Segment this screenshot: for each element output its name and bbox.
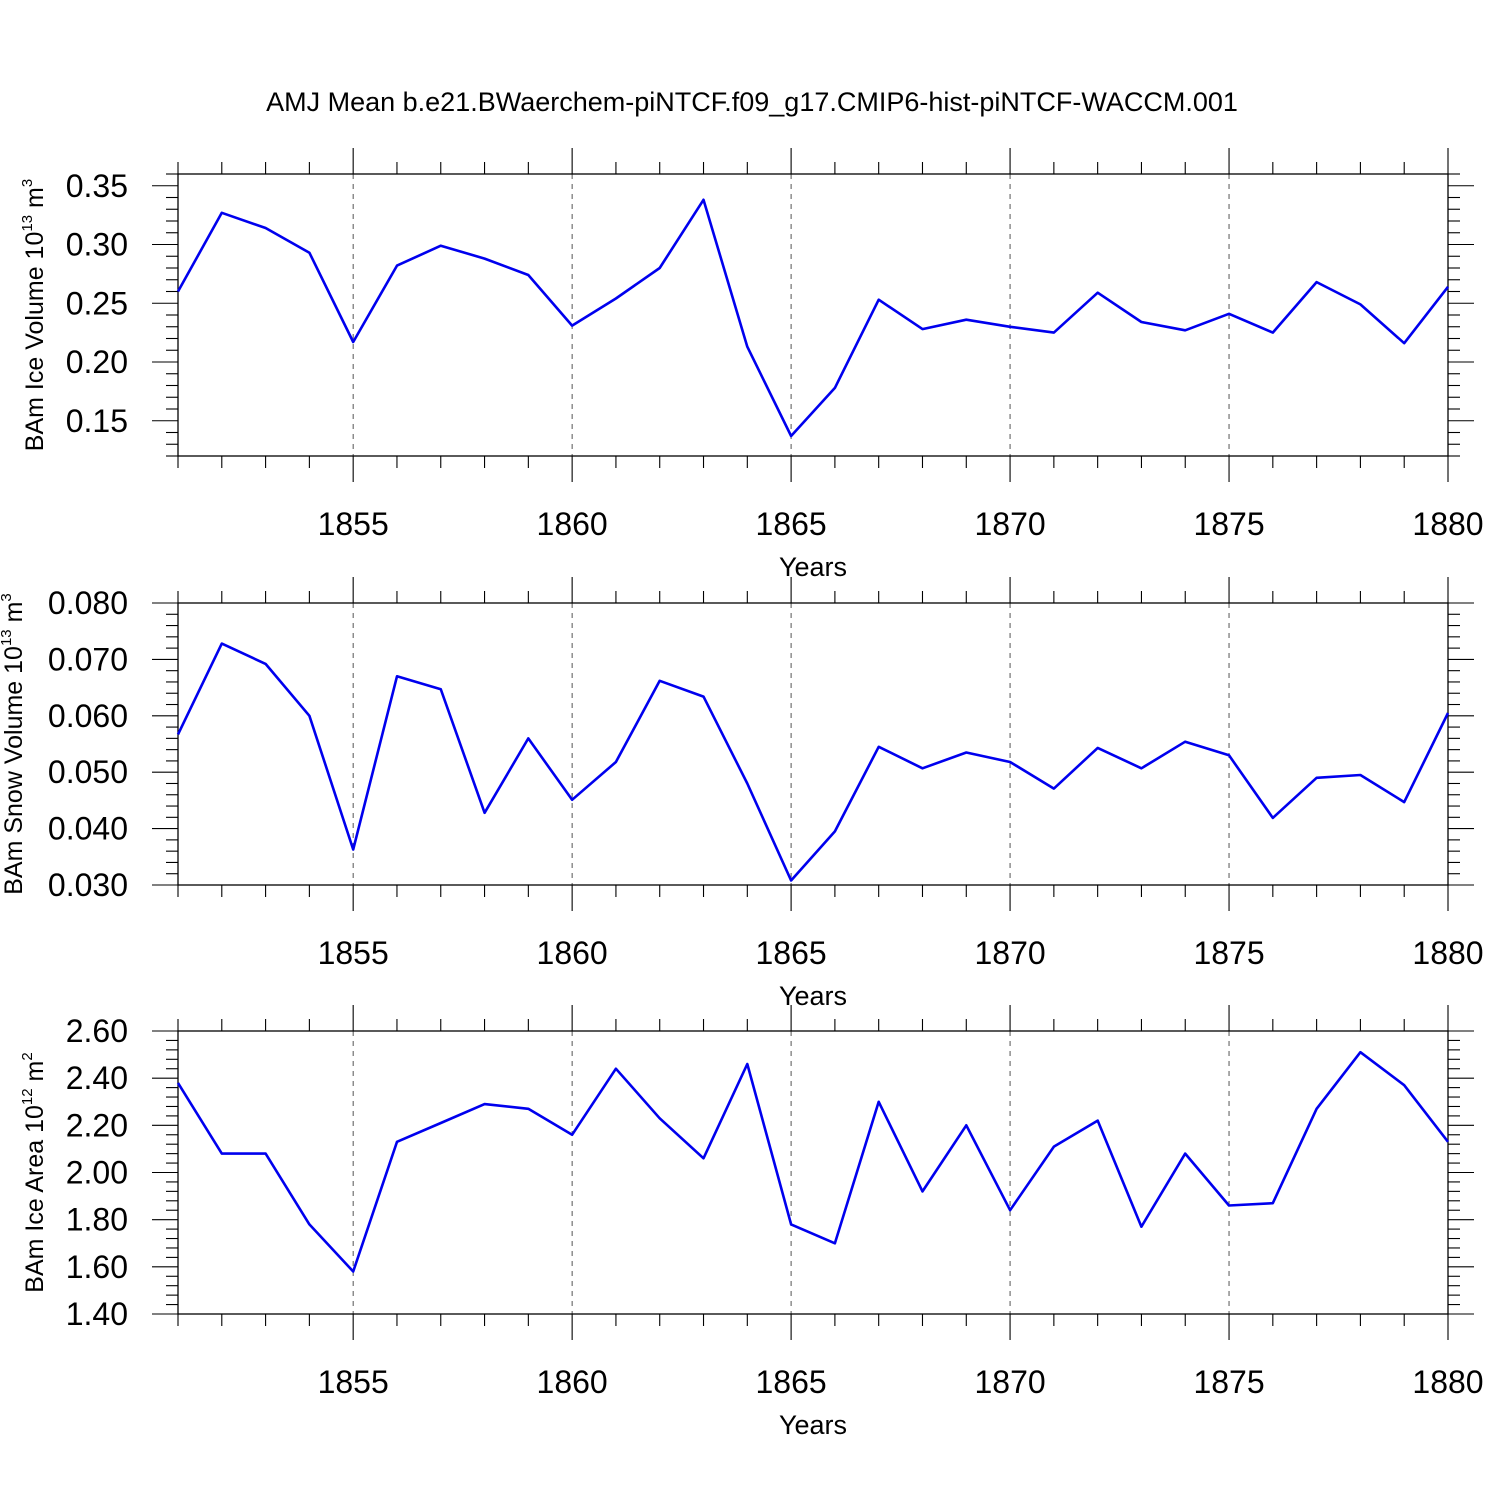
plot-frame xyxy=(177,602,1449,886)
y-tick-label: 2.40 xyxy=(66,1060,128,1096)
x-tick-label: 1860 xyxy=(537,935,608,971)
y-tick-label: 0.15 xyxy=(66,403,128,439)
x-tick-label: 1880 xyxy=(1412,1364,1483,1400)
plot-frame xyxy=(177,1030,1449,1315)
y-tick-label: 0.060 xyxy=(48,698,128,734)
x-tick-label: 1875 xyxy=(1193,1364,1264,1400)
y-tick-label: 2.00 xyxy=(66,1155,128,1191)
y-tick-label: 0.35 xyxy=(66,168,128,204)
y-tick-label: 2.60 xyxy=(66,1013,128,1049)
y-tick-label: 0.070 xyxy=(48,641,128,677)
x-axis-label: Years xyxy=(779,981,847,1011)
figure-title: AMJ Mean b.e21.BWaerchem-piNTCF.f09_g17.… xyxy=(266,87,1238,117)
y-tick-label: 0.030 xyxy=(48,867,128,903)
x-tick-label: 1880 xyxy=(1412,506,1483,542)
x-tick-label: 1880 xyxy=(1412,935,1483,971)
x-axis-label: Years xyxy=(779,1410,847,1440)
x-tick-label: 1870 xyxy=(974,506,1045,542)
series-line xyxy=(176,1050,1450,1273)
y-tick-label: 0.080 xyxy=(48,585,128,621)
y-tick-label: 2.20 xyxy=(66,1107,128,1143)
panel-1: 0.15 0.20 0.25 0.30 0.35 1855 1860 1865 1870 1875… xyxy=(19,148,1484,582)
series-line xyxy=(176,642,1450,882)
y-tick-label: 0.25 xyxy=(66,285,128,321)
x-tick-label: 1860 xyxy=(537,506,608,542)
y-tick-label: 1.60 xyxy=(66,1249,128,1285)
x-tick-label: 1865 xyxy=(756,935,827,971)
y-tick-label: 1.40 xyxy=(66,1296,128,1332)
x-tick-label: 1855 xyxy=(318,506,389,542)
y-axis-label: BAm Ice Area 1012 m2 xyxy=(19,1052,49,1292)
x-tick-label: 1875 xyxy=(1193,506,1264,542)
x-tick-label: 1860 xyxy=(537,1364,608,1400)
y-tick-label: 0.040 xyxy=(48,811,128,847)
y-tick-label: 0.050 xyxy=(48,754,128,790)
x-tick-label: 1855 xyxy=(318,935,389,971)
x-tick-label: 1870 xyxy=(974,935,1045,971)
x-tick-label: 1865 xyxy=(756,1364,827,1400)
y-tick-label: 0.30 xyxy=(66,227,128,263)
series-line xyxy=(176,198,1450,438)
y-axis-label: BAm Ice Volume 1013 m3 xyxy=(19,179,49,451)
panels: 0.15 0.20 0.25 0.30 0.35 1855 1860 1865 1870 1875… xyxy=(0,148,1484,1440)
panel-3: 1.40 1.60 1.80 2.00 2.20 2.40 2.60 1855 1860 1865… xyxy=(19,1005,1484,1440)
x-axis-label: Years xyxy=(779,552,847,582)
panel-2: 0.030 0.040 0.050 0.060 0.070 0.080 1855 1860 18… xyxy=(0,577,1484,1011)
x-tick-label: 1875 xyxy=(1193,935,1264,971)
y-tick-label: 0.20 xyxy=(66,344,128,380)
x-tick-label: 1855 xyxy=(318,1364,389,1400)
y-tick-label: 1.80 xyxy=(66,1202,128,1238)
x-tick-label: 1865 xyxy=(756,506,827,542)
y-axis-label: BAm Snow Volume 1013 m3 xyxy=(0,593,28,895)
x-tick-label: 1870 xyxy=(974,1364,1045,1400)
